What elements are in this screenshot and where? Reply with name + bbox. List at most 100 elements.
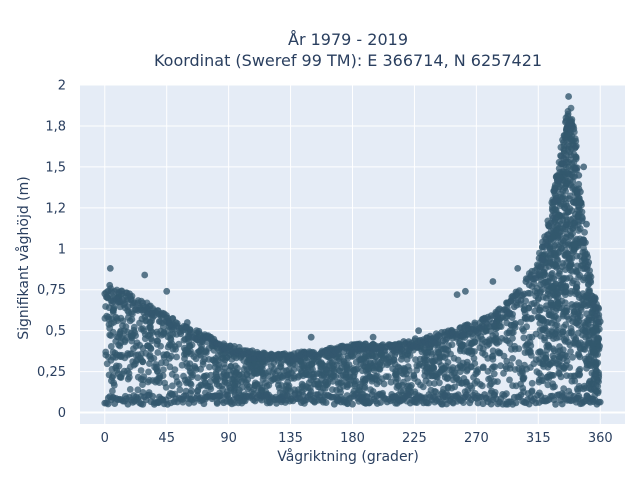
- data-point: [565, 93, 572, 100]
- data-point: [313, 377, 321, 385]
- data-point: [539, 256, 546, 264]
- x-tick-label: 45: [158, 431, 175, 446]
- data-point: [596, 318, 604, 325]
- data-point: [571, 372, 579, 380]
- data-point: [473, 378, 481, 385]
- data-point: [594, 382, 602, 390]
- data-point: [489, 278, 497, 285]
- data-point: [147, 335, 155, 343]
- data-point: [234, 377, 242, 385]
- data-point: [175, 340, 183, 348]
- x-tick-label: 180: [340, 431, 365, 446]
- data-point: [188, 341, 196, 349]
- data-point: [533, 368, 541, 376]
- data-point: [570, 150, 578, 158]
- data-point: [559, 225, 566, 233]
- data-point: [506, 309, 513, 317]
- data-point: [126, 386, 134, 393]
- data-point: [466, 347, 473, 355]
- data-point: [553, 321, 561, 329]
- data-point: [530, 299, 538, 307]
- data-point: [155, 318, 163, 325]
- data-point: [569, 279, 576, 287]
- data-point: [152, 365, 160, 372]
- data-point: [585, 353, 593, 360]
- data-point: [569, 184, 576, 192]
- data-point: [563, 357, 571, 365]
- data-point: [555, 178, 563, 185]
- data-point: [146, 353, 154, 360]
- data-point: [569, 224, 577, 232]
- data-point: [571, 241, 579, 248]
- data-point: [322, 399, 330, 406]
- data-point: [362, 375, 369, 383]
- data-point: [414, 378, 422, 386]
- data-point: [526, 349, 534, 356]
- data-point: [378, 375, 386, 382]
- data-point: [163, 287, 171, 295]
- data-point: [199, 360, 207, 368]
- data-point: [436, 379, 443, 387]
- data-point: [454, 391, 462, 398]
- data-point: [215, 382, 223, 390]
- data-point: [438, 400, 446, 408]
- y-axis-ticks: 0 0,25 0,5 0,75 1 1,2 1,5 1,8 2: [37, 79, 66, 422]
- data-point: [562, 288, 570, 296]
- data-point: [245, 383, 253, 391]
- data-point: [290, 366, 298, 374]
- data-point: [415, 327, 422, 335]
- data-point: [372, 352, 380, 360]
- data-point: [184, 348, 192, 355]
- data-point: [385, 373, 392, 381]
- data-point: [458, 364, 466, 372]
- data-point: [593, 310, 601, 318]
- data-point: [572, 218, 579, 225]
- data-point: [558, 195, 566, 203]
- data-point: [536, 306, 544, 314]
- data-point: [401, 368, 409, 375]
- data-point: [574, 303, 582, 310]
- data-point: [554, 213, 561, 221]
- data-points: [101, 93, 604, 408]
- data-point: [173, 353, 181, 361]
- data-point: [546, 252, 554, 260]
- data-point: [575, 273, 582, 281]
- data-point: [209, 356, 217, 364]
- data-point: [124, 367, 131, 375]
- data-point: [485, 340, 493, 348]
- data-point: [457, 342, 465, 350]
- data-point: [545, 330, 553, 338]
- data-point: [560, 274, 568, 282]
- data-point: [139, 381, 146, 388]
- data-point: [147, 345, 155, 353]
- data-point: [539, 377, 547, 385]
- data-point: [374, 358, 382, 365]
- data-point: [101, 315, 109, 322]
- data-point: [111, 288, 119, 295]
- data-point: [463, 358, 471, 366]
- data-point: [506, 376, 513, 384]
- data-point: [495, 338, 503, 346]
- data-point: [361, 383, 369, 391]
- data-point: [130, 323, 138, 331]
- data-point: [549, 203, 556, 211]
- data-point: [413, 399, 421, 406]
- y-axis-label: Signifikant våghöjd (m): [15, 176, 32, 339]
- x-tick-label: 360: [588, 431, 613, 446]
- data-point: [525, 304, 532, 312]
- data-point: [496, 349, 504, 357]
- data-point: [558, 160, 566, 168]
- data-point: [223, 354, 231, 361]
- data-point: [471, 319, 479, 327]
- data-point: [534, 271, 541, 279]
- data-point: [471, 360, 479, 367]
- data-point: [236, 371, 243, 379]
- data-point: [594, 334, 602, 342]
- data-point: [386, 356, 393, 363]
- data-point: [285, 366, 293, 374]
- data-point: [431, 372, 439, 380]
- data-point: [171, 366, 179, 374]
- data-point: [477, 325, 485, 332]
- data-point: [583, 220, 590, 228]
- data-point: [161, 379, 169, 387]
